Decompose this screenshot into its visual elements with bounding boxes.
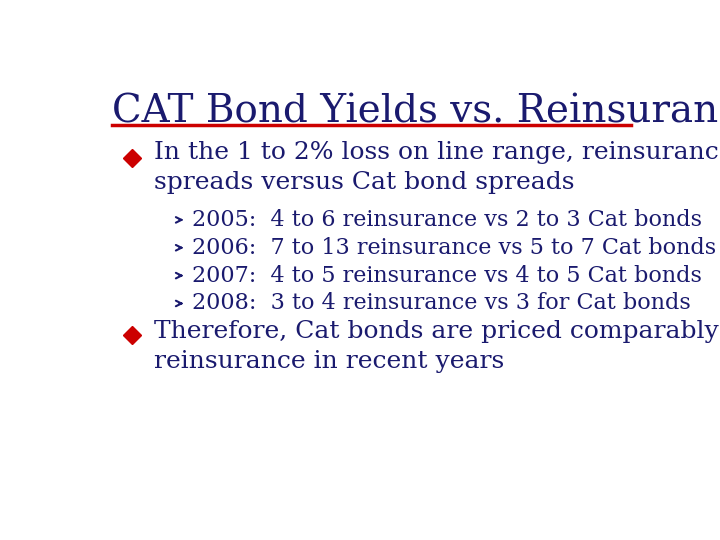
Text: Therefore, Cat bonds are priced comparably with: Therefore, Cat bonds are priced comparab… [154, 320, 720, 343]
Text: 2007:  4 to 5 reinsurance vs 4 to 5 Cat bonds: 2007: 4 to 5 reinsurance vs 4 to 5 Cat b… [192, 265, 702, 287]
Text: In the 1 to 2% loss on line range, reinsurance price: In the 1 to 2% loss on line range, reins… [154, 140, 720, 164]
Text: 2005:  4 to 6 reinsurance vs 2 to 3 Cat bonds: 2005: 4 to 6 reinsurance vs 2 to 3 Cat b… [192, 209, 702, 231]
Text: 2006:  7 to 13 reinsurance vs 5 to 7 Cat bonds: 2006: 7 to 13 reinsurance vs 5 to 7 Cat … [192, 237, 716, 259]
Text: reinsurance in recent years: reinsurance in recent years [154, 350, 505, 373]
Text: 2008:  3 to 4 reinsurance vs 3 for Cat bonds: 2008: 3 to 4 reinsurance vs 3 for Cat bo… [192, 293, 691, 314]
Text: CAT Bond Yields vs. Reinsurance: CAT Bond Yields vs. Reinsurance [112, 94, 720, 131]
Text: spreads versus Cat bond spreads: spreads versus Cat bond spreads [154, 171, 575, 194]
